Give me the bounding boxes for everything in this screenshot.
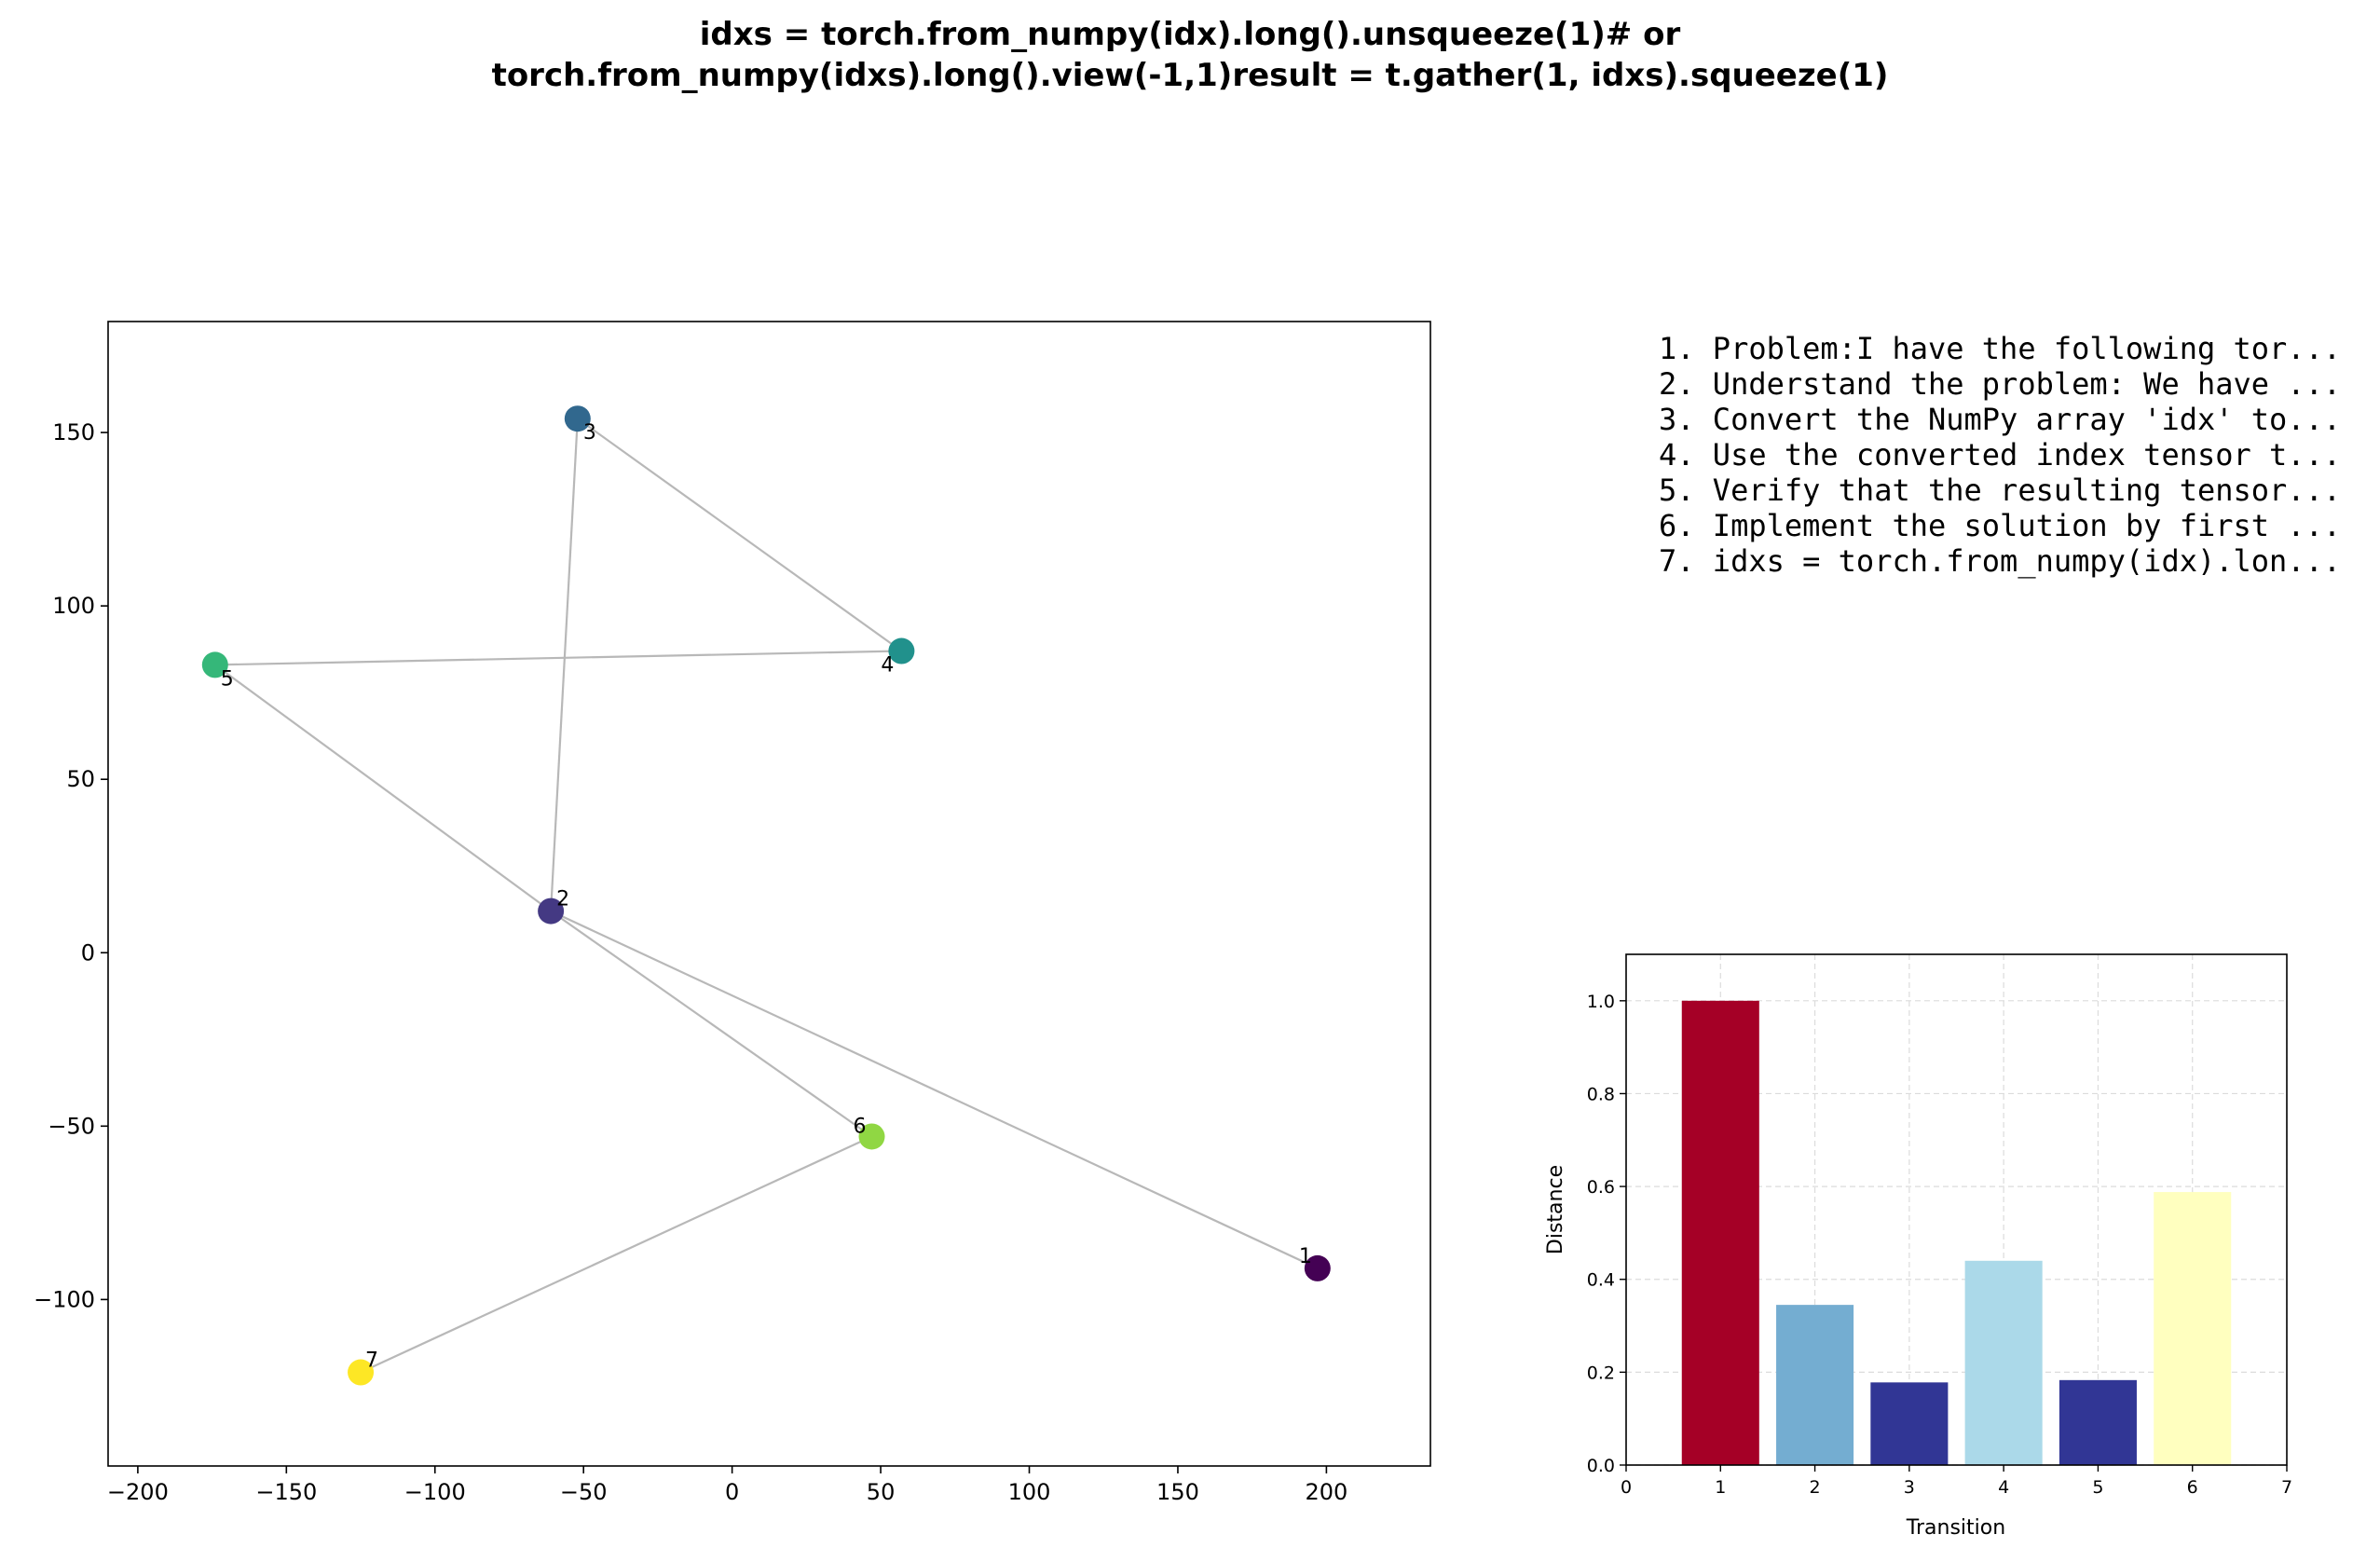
bar-chart-y-tick-label: 0.2	[1587, 1363, 1615, 1383]
bar-chart-y-tick-label: 1.0	[1587, 992, 1615, 1012]
step-6: 6. Implement the solution by first ...	[1659, 508, 2341, 543]
scatter-point-label-2: 2	[556, 888, 569, 911]
bar-chart-x-tick-label: 6	[2187, 1477, 2198, 1498]
bar-2	[1776, 1305, 1854, 1465]
bar-chart-x-tick-label: 0	[1621, 1477, 1632, 1498]
scatter-point-5	[201, 651, 228, 678]
scatter-point-label-6: 6	[854, 1115, 867, 1138]
scatter-x-tick-label: −100	[404, 1479, 466, 1505]
figure-title-line-1: idxs = torch.from_numpy(idx).long().unsq…	[700, 16, 1681, 53]
scatter-x-axis-ticks: −200 −150 −100 −50 0 50 100 150 200	[107, 1466, 1347, 1505]
bar-5	[2059, 1379, 2137, 1465]
scatter-y-tick-label: 0	[81, 939, 95, 966]
bar-chart-x-axis-ticks: 0 1 2 3 4 5 6 7	[1621, 1465, 2292, 1498]
scatter-points	[201, 405, 1331, 1386]
bar-chart-frame	[1625, 953, 2288, 1466]
bar-6	[2154, 1192, 2232, 1465]
bar-chart-y-tick-label: 0.0	[1587, 1456, 1615, 1476]
scatter-connection-lines	[214, 418, 1319, 1374]
bar-chart-x-tick-label: 5	[2092, 1477, 2103, 1498]
bar-chart-x-tick-label: 2	[1810, 1477, 1821, 1498]
scatter-point-label-1: 1	[1299, 1245, 1312, 1268]
scatter-point-7	[348, 1359, 375, 1386]
scatter-x-tick-label: −50	[560, 1479, 608, 1505]
bar-chart-y-tick-label: 0.6	[1587, 1177, 1615, 1198]
scatter-point-6	[858, 1123, 885, 1150]
scatter-x-tick-label: 0	[725, 1479, 739, 1505]
bar-chart-xlabel: Transition	[1906, 1516, 2005, 1540]
scatter-point-label-7: 7	[365, 1349, 378, 1373]
scatter-connection-line	[214, 650, 902, 666]
bar-chart-ylabel: Distance	[1544, 1165, 1567, 1254]
figure-title-line-2: torch.from_numpy(idxs).long().view(-1,1)…	[492, 57, 1889, 94]
scatter-point-label-3: 3	[583, 421, 596, 445]
step-1: 1. Problem:I have the following tor...	[1659, 331, 2341, 366]
scatter-point-label-5: 5	[221, 667, 234, 691]
bar-chart-bars	[1681, 1000, 2232, 1465]
scatter-connection-line	[550, 910, 1319, 1269]
scatter-point-3	[564, 405, 591, 432]
scatter-y-tick-label: −100	[34, 1286, 95, 1312]
bar-chart-x-tick-label: 1	[1715, 1477, 1726, 1498]
scatter-x-tick-label: 150	[1156, 1479, 1199, 1505]
scatter-x-tick-label: −200	[107, 1479, 169, 1505]
scatter-connection-line	[577, 418, 903, 652]
scatter-y-tick-label: 150	[52, 419, 95, 445]
bar-chart-y-axis-ticks: 0.0 0.2 0.4 0.6 0.8 1.0	[1587, 992, 1626, 1476]
scatter-point-4	[888, 637, 915, 664]
steps-list: 1. Problem:I have the following tor... 2…	[1659, 331, 2341, 579]
step-2: 2. Understand the problem: We have ...	[1659, 366, 2341, 402]
scatter-y-tick-label: 100	[52, 593, 95, 619]
scatter-y-tick-label: 50	[66, 766, 95, 792]
scatter-connection-line	[360, 1135, 872, 1374]
scatter-point-1	[1304, 1254, 1331, 1281]
step-4: 4. Use the converted index tensor t...	[1659, 437, 2341, 473]
scatter-connection-line	[214, 664, 552, 912]
step-5: 5. Verify that the resulting tensor...	[1659, 473, 2341, 508]
scatter-plot: 1 2 3 4 5 6 7 −200 −150 −100 −50 0 50 100 150 200 −100…	[34, 321, 1431, 1505]
scatter-x-tick-label: 200	[1305, 1479, 1347, 1505]
scatter-y-tick-label: −50	[48, 1113, 95, 1139]
scatter-y-axis-ticks: −100 −50 0 50 100 150	[34, 419, 108, 1312]
bar-chart-y-tick-label: 0.4	[1587, 1270, 1615, 1291]
scatter-x-tick-label: −150	[255, 1479, 317, 1505]
scatter-connection-line	[550, 418, 579, 911]
bar-chart-y-tick-label: 0.8	[1587, 1084, 1615, 1104]
bar-chart-x-tick-label: 4	[1998, 1477, 2009, 1498]
scatter-point-2	[538, 897, 565, 925]
bar-chart-x-tick-label: 3	[1904, 1477, 1915, 1498]
scatter-connection-line	[550, 910, 873, 1138]
scatter-point-label-4: 4	[881, 654, 894, 678]
bar-chart-x-tick-label: 7	[2281, 1477, 2292, 1498]
scatter-x-tick-label: 50	[867, 1479, 896, 1505]
scatter-x-tick-label: 100	[1008, 1479, 1051, 1505]
scatter-plot-frame	[107, 321, 1431, 1467]
step-7: 7. idxs = torch.from_numpy(idx).lon...	[1659, 543, 2341, 579]
scatter-point-labels: 1 2 3 4 5 6 7	[221, 421, 1312, 1372]
bar-chart: 0 1 2 3 4 5 6 7 0.0 0.2 0.4 0.6 0.8 1.0 Transition D…	[1544, 953, 2292, 1540]
bar-4	[1964, 1260, 2043, 1465]
bar-3	[1870, 1382, 1949, 1465]
step-3: 3. Convert the NumPy array 'idx' to...	[1659, 402, 2341, 437]
bar-1	[1681, 1000, 1759, 1465]
